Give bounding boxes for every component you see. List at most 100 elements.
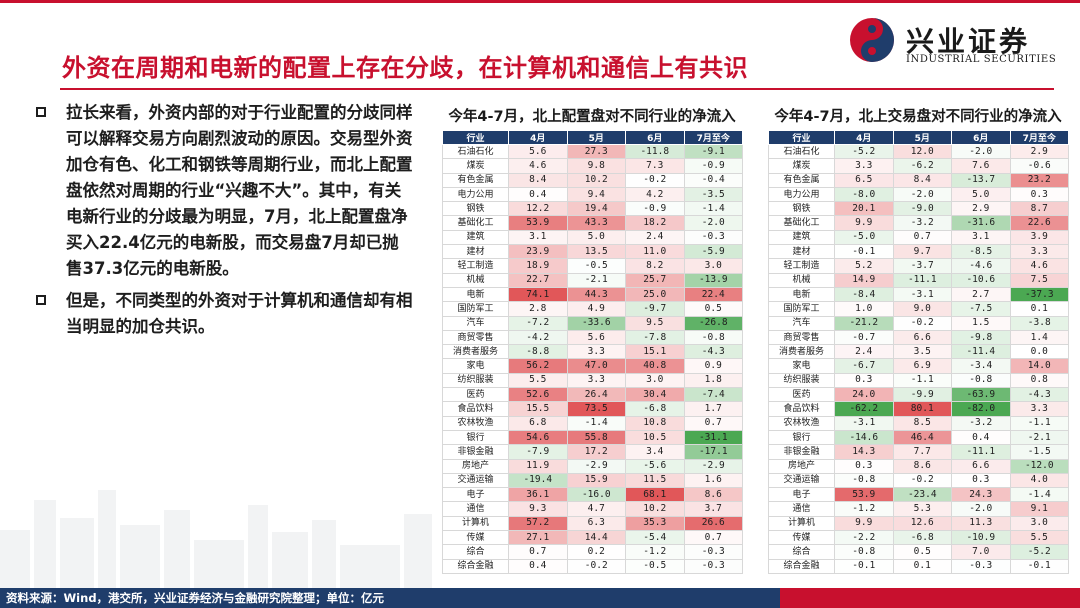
allocation-flow-table: 行业 4月 5月 6月 7月至今 石油石化 5.6 27.3 -11.8 -9.1 煤炭 4.6 9.… — [442, 130, 743, 574]
flow-value-cell: -5.4 — [625, 530, 685, 546]
company-logo: 兴业证券 INDUSTRIAL SECURITIES — [848, 16, 1068, 66]
flow-value-cell: 3.0 — [1009, 515, 1069, 532]
flow-value-cell: 9.1 — [1009, 501, 1069, 517]
flow-value-cell: 5.3 — [892, 501, 952, 517]
flow-value-cell: 53.9 — [508, 215, 568, 231]
flow-value-cell: -11.4 — [951, 344, 1011, 360]
table-header-cell: 5月 — [892, 130, 952, 145]
flow-value-cell: -31.6 — [951, 215, 1011, 231]
industry-cell: 非银金融 — [768, 444, 835, 460]
trading-flow-table-block: 今年4-7月，北上交易盘对不同行业的净流入 行业 4月 5月 6月 7月至今 石油石化 -… — [768, 104, 1069, 574]
flow-value-cell: -2.1 — [566, 272, 626, 288]
flow-value-cell: 3.1 — [951, 229, 1011, 246]
flow-value-cell: 0.4 — [508, 558, 568, 574]
flow-value-cell: -3.2 — [892, 215, 952, 231]
table-row: 农林牧渔 -3.1 8.5 -3.2 -1.1 — [768, 415, 1069, 431]
flow-value-cell: 0.3 — [951, 472, 1011, 489]
flow-value-cell: 7.5 — [1009, 272, 1069, 288]
flow-value-cell: -10.9 — [951, 530, 1011, 546]
logo-emblem-icon — [850, 18, 894, 62]
flow-value-cell: -19.4 — [508, 472, 568, 489]
flow-value-cell: 6.6 — [892, 329, 952, 346]
flow-value-cell: 3.3 — [1009, 401, 1069, 417]
flow-value-cell: 7.6 — [951, 158, 1011, 174]
industry-cell: 有色金属 — [442, 172, 509, 188]
flow-value-cell: -3.4 — [951, 358, 1011, 374]
industry-cell: 房地产 — [442, 458, 509, 474]
flow-value-cell: -7.4 — [683, 387, 743, 403]
industry-cell: 非银金融 — [442, 444, 509, 460]
table-row: 有色金属 6.5 8.4 -13.7 23.2 — [768, 172, 1069, 188]
industry-cell: 有色金属 — [768, 172, 835, 188]
flow-value-cell: 5.5 — [1009, 530, 1069, 546]
flow-value-cell: 4.6 — [508, 158, 568, 174]
industry-cell: 传媒 — [768, 530, 835, 546]
table-row: 机械 22.7 -2.1 25.7 -13.9 — [442, 272, 743, 288]
bullet-text: 但是，不同类型的外资对于计算机和通信却有相当明显的加仓共识。 — [66, 291, 413, 336]
flow-value-cell: -0.3 — [683, 229, 743, 246]
industry-cell: 农林牧渔 — [442, 415, 509, 431]
flow-value-cell: -0.1 — [834, 244, 894, 260]
flow-value-cell: -9.7 — [625, 301, 685, 317]
flow-value-cell: -3.1 — [892, 286, 952, 303]
flow-value-cell: 11.5 — [625, 472, 685, 489]
flow-value-cell: 55.8 — [566, 429, 626, 446]
table-row: 轻工制造 18.9 -0.5 8.2 3.0 — [442, 258, 743, 274]
logo-chinese-name: 兴业证券 — [906, 25, 1031, 58]
flow-value-cell: -8.8 — [508, 344, 568, 360]
flow-value-cell: 0.3 — [834, 458, 894, 474]
industry-cell: 交通运输 — [768, 472, 835, 489]
flow-value-cell: -3.2 — [951, 415, 1011, 431]
table-row: 轻工制造 5.2 -3.7 -4.6 4.6 — [768, 258, 1069, 274]
flow-value-cell: -8.0 — [834, 186, 894, 203]
table-header-cell: 7月至今 — [683, 130, 743, 145]
flow-value-cell: -2.0 — [683, 215, 743, 231]
flow-value-cell: -17.1 — [683, 444, 743, 460]
flow-value-cell: 0.0 — [1009, 344, 1069, 360]
flow-value-cell: -0.4 — [683, 172, 743, 188]
bullet-square-icon — [36, 107, 46, 117]
flow-value-cell: -62.2 — [834, 401, 894, 417]
flow-value-cell: -31.1 — [683, 429, 743, 446]
flow-value-cell: 3.0 — [625, 372, 685, 389]
flow-value-cell: 1.4 — [1009, 329, 1069, 346]
industry-cell: 综合 — [442, 544, 509, 560]
table-row: 基础化工 53.9 43.3 18.2 -2.0 — [442, 215, 743, 231]
table-row: 国防军工 2.8 4.9 -9.7 0.5 — [442, 301, 743, 317]
flow-value-cell: 8.5 — [892, 415, 952, 431]
flow-value-cell: -16.0 — [566, 487, 626, 503]
flow-value-cell: 23.9 — [508, 244, 568, 260]
flow-value-cell: 2.9 — [951, 201, 1011, 217]
industry-cell: 机械 — [442, 272, 509, 288]
flow-value-cell: -0.5 — [566, 258, 626, 274]
flow-value-cell: -6.2 — [892, 158, 952, 174]
table-row: 电新 -8.4 -3.1 2.7 -37.3 — [768, 286, 1069, 303]
flow-value-cell: 0.7 — [683, 530, 743, 546]
flow-value-cell: 1.5 — [951, 315, 1011, 331]
flow-value-cell: 14.4 — [566, 530, 626, 546]
industry-cell: 纺织服装 — [442, 372, 509, 389]
flow-value-cell: 44.3 — [566, 286, 626, 303]
flow-value-cell: 2.9 — [1009, 143, 1069, 160]
flow-value-cell: 13.5 — [566, 244, 626, 260]
flow-value-cell: 0.3 — [834, 372, 894, 389]
flow-value-cell: 9.9 — [834, 515, 894, 532]
table-row: 综合 0.7 0.2 -1.2 -0.3 — [442, 544, 743, 560]
flow-value-cell: 3.1 — [508, 229, 568, 246]
flow-value-cell: -0.8 — [834, 472, 894, 489]
flow-value-cell: 9.0 — [892, 301, 952, 317]
flow-value-cell: -0.7 — [834, 329, 894, 346]
flow-value-cell: 8.7 — [1009, 201, 1069, 217]
industry-cell: 电新 — [442, 286, 509, 303]
flow-value-cell: -1.4 — [1009, 487, 1069, 503]
table-row: 汽车 -21.2 -0.2 1.5 -3.8 — [768, 315, 1069, 331]
table-row: 钢铁 12.2 19.4 -0.9 -1.4 — [442, 201, 743, 217]
industry-cell: 银行 — [442, 429, 509, 446]
table-row: 房地产 11.9 -2.9 -5.6 -2.9 — [442, 458, 743, 474]
flow-value-cell: 0.5 — [892, 544, 952, 560]
flow-value-cell: 43.3 — [566, 215, 626, 231]
industry-cell: 石油石化 — [768, 143, 835, 160]
flow-value-cell: 7.3 — [625, 158, 685, 174]
flow-value-cell: 35.3 — [625, 515, 685, 532]
flow-value-cell: 52.6 — [508, 387, 568, 403]
